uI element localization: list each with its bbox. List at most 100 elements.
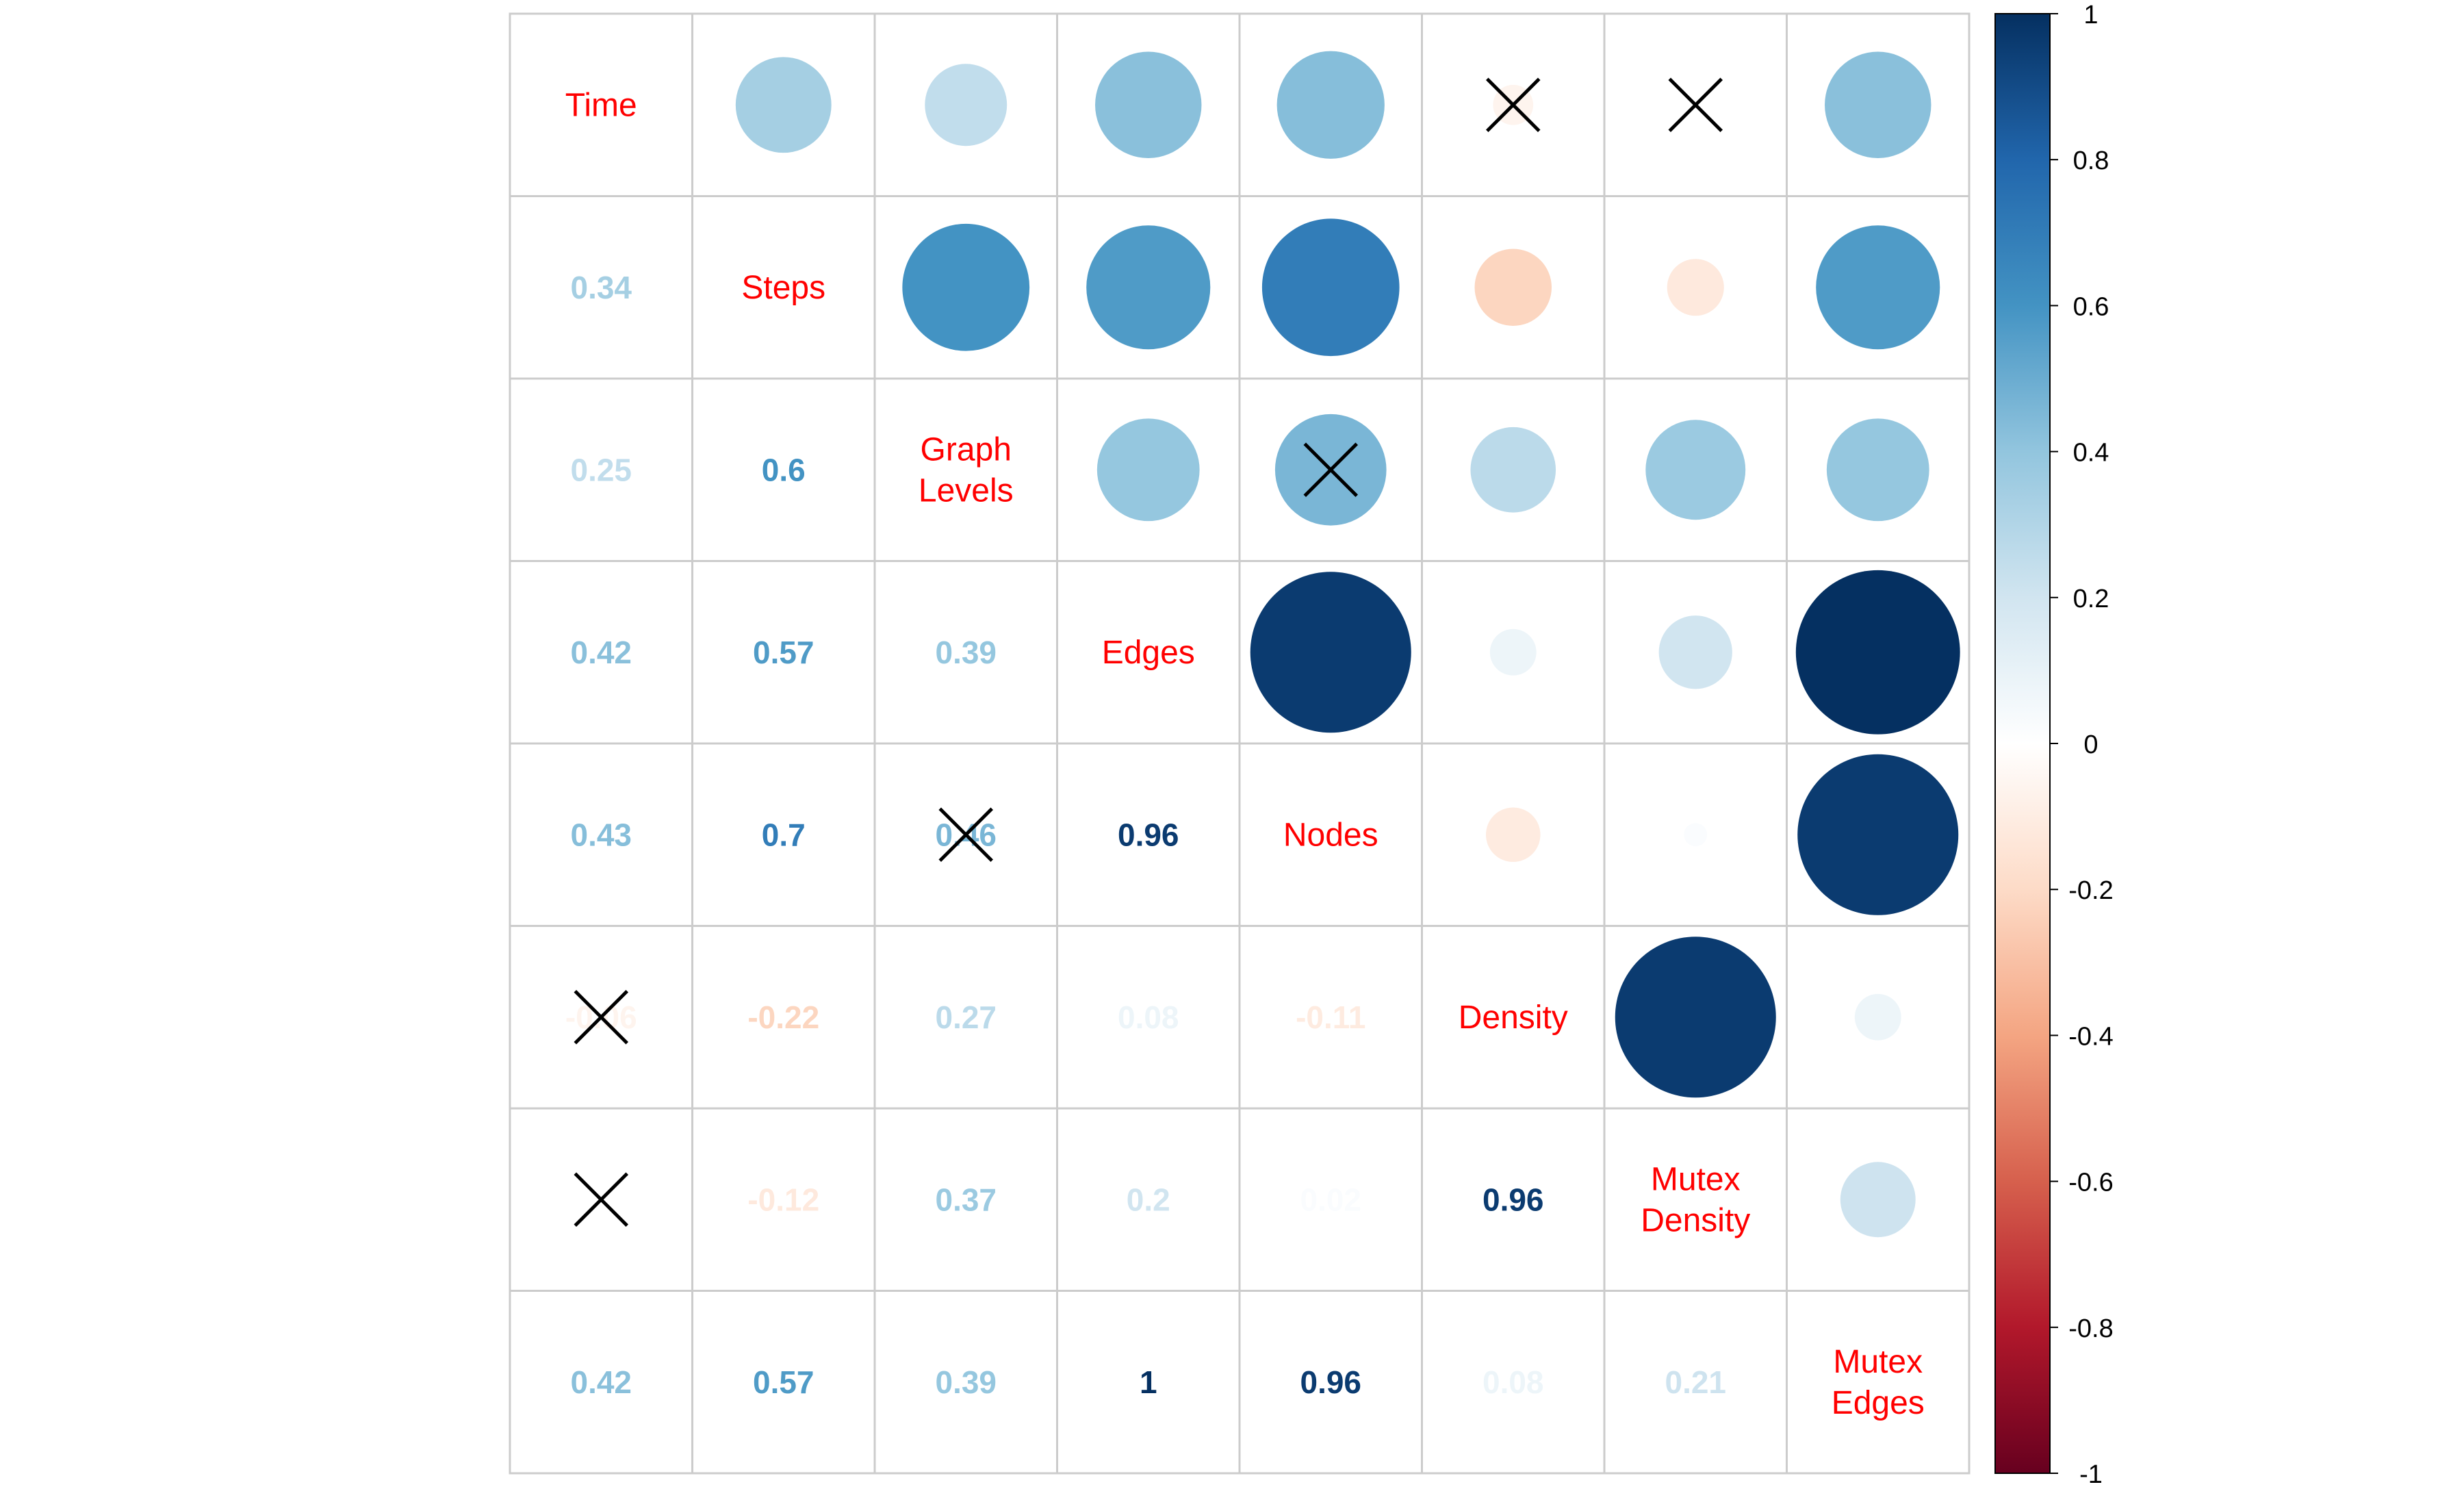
colorbar-tick-label: -0.6: [2068, 1169, 2113, 1197]
grid-cell: [509, 12, 693, 197]
correlation-circle: [1826, 418, 1929, 522]
insignificant-cross-mark: [1485, 77, 1541, 133]
correlation-value: 0.57: [753, 635, 814, 670]
colorbar-tick-label: 1: [2083, 1, 2098, 29]
colorbar-tick-label: -0.8: [2068, 1314, 2113, 1343]
correlation-circle: [1485, 807, 1541, 863]
colorbar-tick-label: 0.4: [2073, 439, 2109, 468]
correlation-value: -0.11: [1296, 1000, 1365, 1035]
colorbar-tick-label: -0.2: [2068, 876, 2113, 905]
grid-cell: [509, 377, 693, 562]
correlation-value: 0.34: [570, 270, 632, 305]
diagonal-label: Nodes: [1283, 817, 1378, 853]
diagonal-label: Density: [1641, 1202, 1750, 1238]
correlation-circle: [1470, 427, 1556, 513]
grid-cell: [691, 195, 876, 380]
grid-cell: [1786, 12, 1971, 197]
diagonal-label: Time: [565, 87, 637, 123]
correlation-value: 0.08: [1483, 1364, 1544, 1400]
insignificant-cross-mark: [574, 1172, 629, 1227]
grid-cell: [873, 1290, 1058, 1475]
grid-cell: [1603, 1290, 1788, 1475]
correlation-value: 0.21: [1665, 1364, 1726, 1400]
grid-cell: [873, 925, 1058, 1110]
cross-layer: [574, 77, 1723, 1227]
insignificant-cross-mark: [938, 807, 994, 863]
colorbar-tick-label: 0: [2083, 730, 2098, 759]
correlation-value: 0.7: [762, 817, 806, 852]
correlation-value: -0.22: [747, 1000, 819, 1035]
correlation-value: 0.39: [935, 635, 997, 670]
insignificant-cross-mark: [574, 989, 629, 1045]
circle-layer: [735, 51, 1960, 1238]
correlation-value: 0.96: [1118, 817, 1179, 852]
insignificant-cross-mark: [1303, 442, 1359, 498]
correlation-circle: [1840, 1162, 1916, 1238]
grid-cell: [691, 1290, 876, 1475]
grid-cell: [1421, 195, 1606, 380]
colorbar-tick-label: 0.6: [2073, 292, 2109, 321]
correlation-circle: [1854, 993, 1901, 1041]
correlation-circle: [1489, 628, 1537, 676]
colorbar: 1 0.8 0.6 0.4 0.2 0 -0.2 -0.4 -0.6 -0.8 -1: [1994, 1, 2114, 1489]
grid-cell: [1056, 560, 1241, 745]
correlation-value: 0.25: [570, 452, 632, 487]
correlation-circle: [735, 57, 832, 153]
correlation-circle: [1645, 420, 1746, 520]
correlation-circle: [1816, 225, 1940, 350]
correlation-value: 0.96: [1300, 1364, 1361, 1400]
grid-cell: [691, 1107, 876, 1292]
correlation-circle: [1825, 51, 1932, 158]
grid-cell: [1421, 1107, 1606, 1292]
correlation-value: 0.42: [570, 635, 632, 670]
correlation-circle: [1658, 615, 1732, 689]
correlation-value: -0.12: [747, 1182, 819, 1217]
correlation-value: 0.57: [753, 1364, 814, 1400]
correlation-value: 1: [1140, 1364, 1157, 1400]
insignificant-cross-mark: [1668, 77, 1723, 133]
grid-cell: [1421, 1290, 1606, 1475]
grid-cell: [691, 560, 876, 745]
colorbar-tick-label: 0.8: [2073, 147, 2109, 175]
correlation-value: 0.27: [935, 1000, 997, 1035]
grid-cell: [1238, 742, 1423, 927]
diagonal-label: Steps: [741, 270, 825, 306]
correlation-value: 0.6: [762, 452, 806, 487]
diagonal-label: Graph: [921, 431, 1012, 468]
diagonal-label: Density: [1459, 1000, 1568, 1036]
colorbar-tick-label: 0.2: [2073, 585, 2109, 613]
diagonal-label: Mutex: [1651, 1161, 1741, 1197]
correlation-circle: [1096, 418, 1200, 522]
correlation-circle: [1795, 570, 1960, 735]
correlation-value: 0.2: [1127, 1182, 1170, 1217]
grid-cell: [509, 1290, 693, 1475]
grid-cell: [1786, 1290, 1971, 1475]
grid-cell: [1056, 1290, 1241, 1475]
correlation-value: 0.43: [570, 817, 632, 852]
correlation-circle: [1261, 218, 1400, 357]
grid-cell: [1421, 925, 1606, 1110]
correlation-circle: [902, 223, 1030, 351]
correlation-circle: [1684, 823, 1708, 847]
correlation-value: 0.39: [935, 1364, 997, 1400]
correlation-value: 0.42: [570, 1364, 632, 1400]
colorbar-tick-label: -1: [2079, 1460, 2103, 1489]
correlation-circle: [925, 64, 1008, 147]
correlation-circle: [1474, 249, 1552, 326]
label-layer: Time 0.34 Steps 0.25 0.6 Graph Levels 0.42 0.57 0…: [565, 87, 1925, 1421]
correlation-value: 0.37: [935, 1182, 997, 1217]
correlation-value: 0.08: [1118, 1000, 1179, 1035]
diagonal-label: Edges: [1102, 635, 1195, 671]
grid-cell: [1056, 925, 1241, 1110]
grid-cell: [1603, 1107, 1788, 1292]
correlation-value: 0.02: [1300, 1182, 1361, 1217]
grid-cell: [1238, 1290, 1423, 1475]
correlation-circle: [1095, 51, 1202, 158]
correlation-circle: [1086, 225, 1211, 350]
grid-cell: [873, 1107, 1058, 1292]
colorbar-gradient: [1994, 13, 2051, 1474]
correlation-circle: [1250, 572, 1411, 733]
grid-cell: [1056, 742, 1241, 927]
colorbar-tick-label: -0.4: [2068, 1022, 2113, 1051]
